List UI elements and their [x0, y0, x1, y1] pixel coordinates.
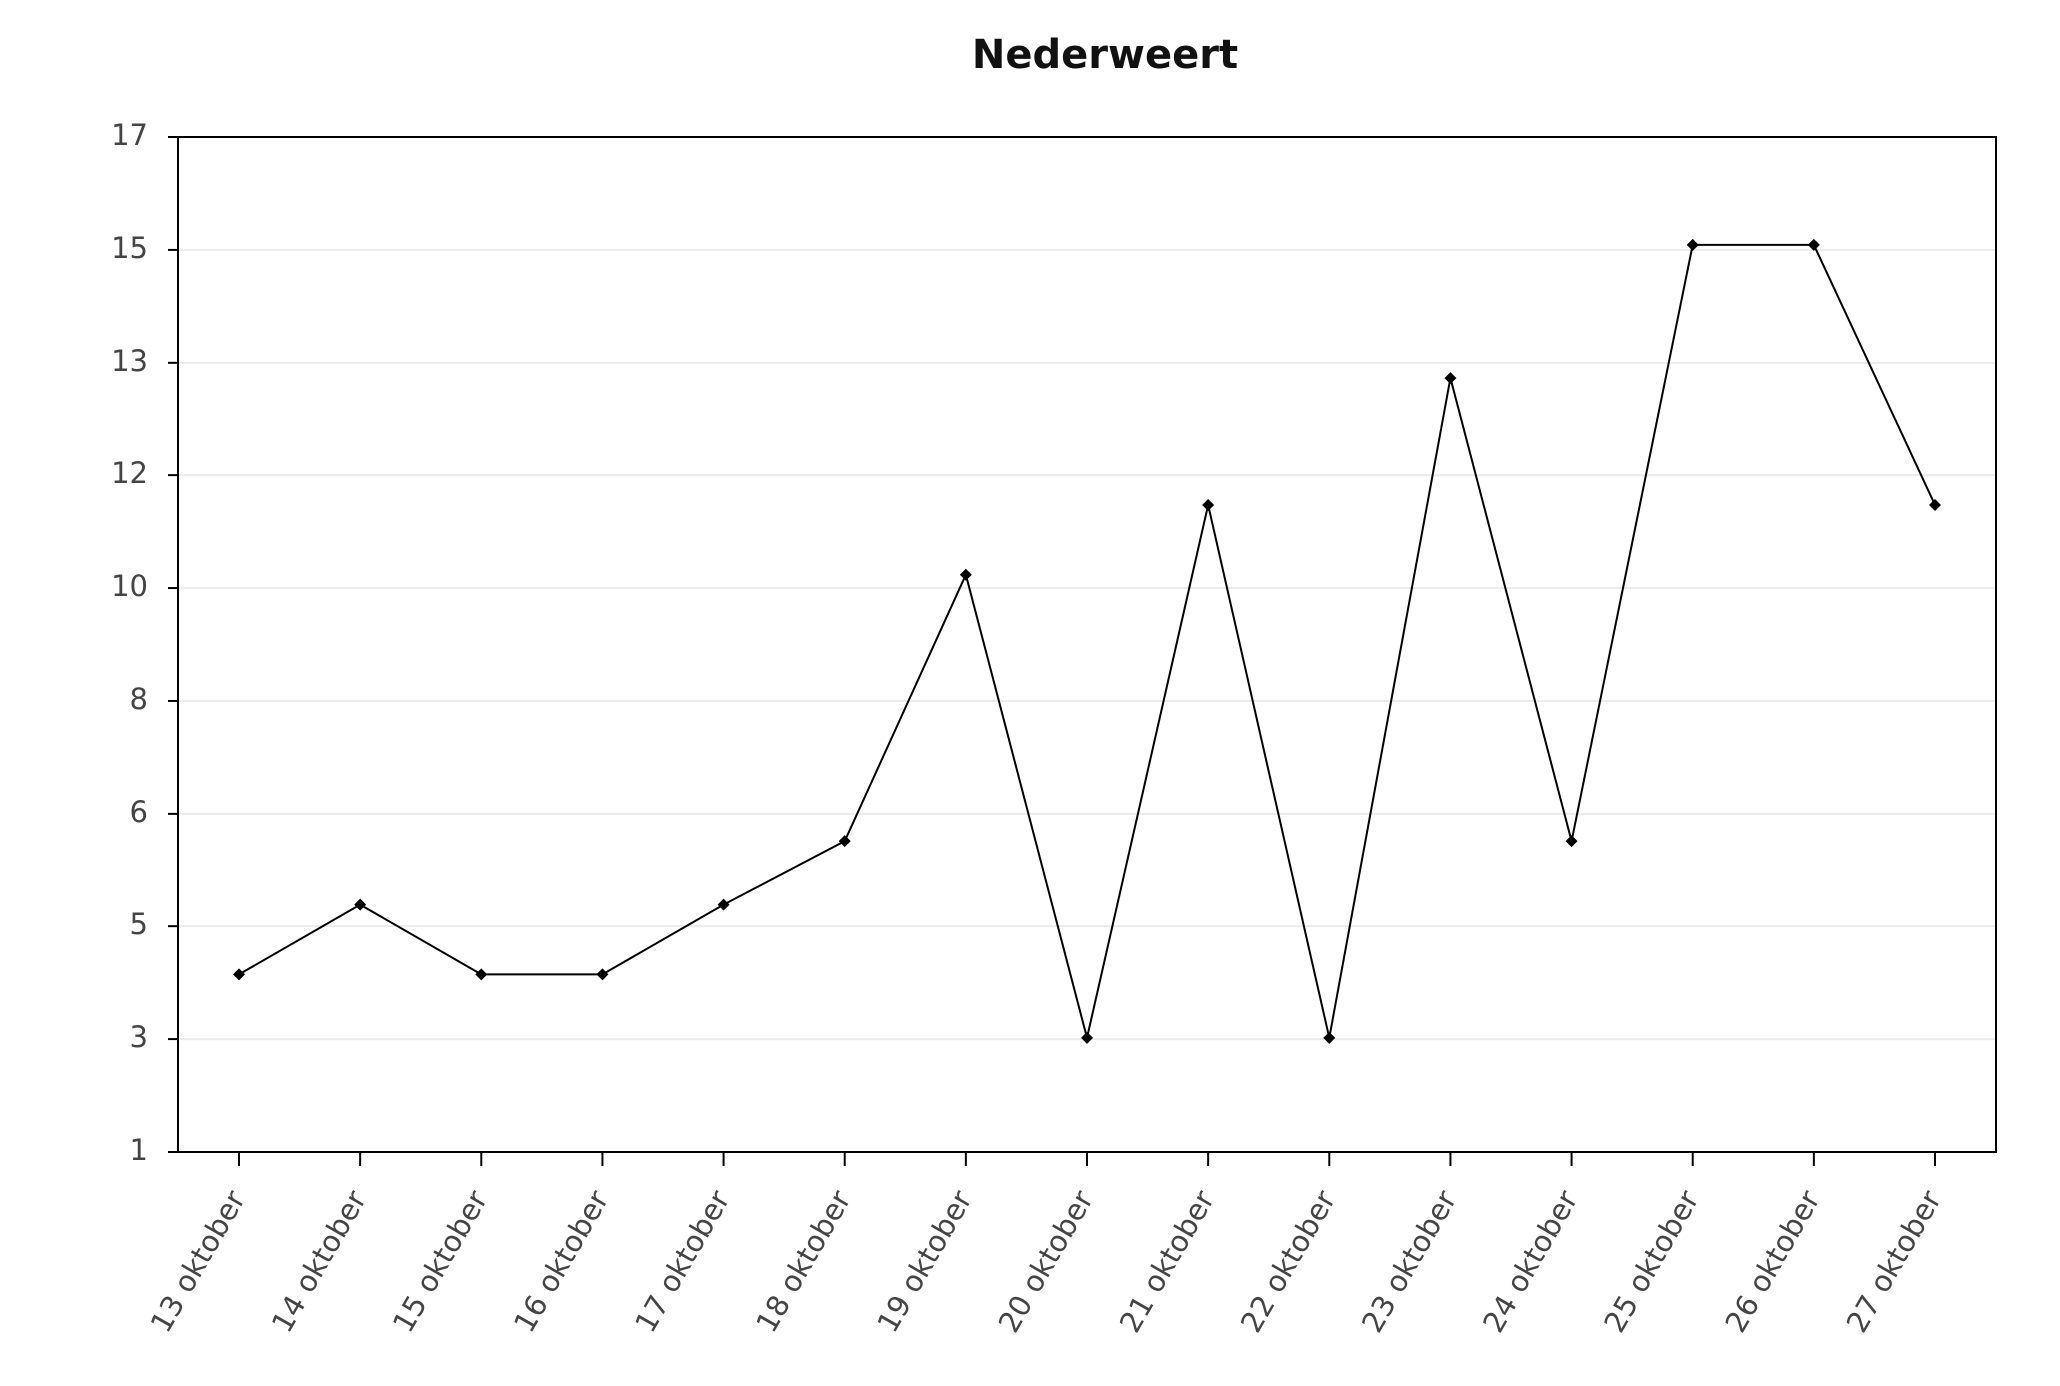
y-tick-label: 8 [130, 682, 148, 716]
y-tick-label: 15 [111, 231, 148, 265]
point [1202, 498, 1215, 511]
point [838, 835, 851, 848]
point [1929, 498, 1941, 511]
point [354, 898, 367, 911]
point [233, 968, 245, 981]
point [475, 968, 488, 981]
y-tick-label: 3 [130, 1020, 148, 1054]
point [596, 968, 609, 981]
point [1323, 1031, 1336, 1044]
y-tick-label: 5 [130, 907, 148, 941]
point [1081, 1031, 1093, 1044]
point [1807, 238, 1820, 251]
y-tick-label: 1 [130, 1133, 148, 1167]
y-tick-label: 12 [111, 456, 148, 490]
y-tick-label: 10 [111, 569, 148, 603]
y-tick-label: 17 [111, 118, 148, 152]
point [1565, 835, 1578, 848]
point [717, 898, 730, 911]
point [1444, 372, 1457, 385]
chart-title: Nederweert [972, 32, 1238, 78]
y-tick-label: 13 [111, 344, 148, 378]
point [1686, 238, 1699, 251]
point [959, 568, 972, 581]
y-tick-label: 6 [130, 795, 148, 829]
